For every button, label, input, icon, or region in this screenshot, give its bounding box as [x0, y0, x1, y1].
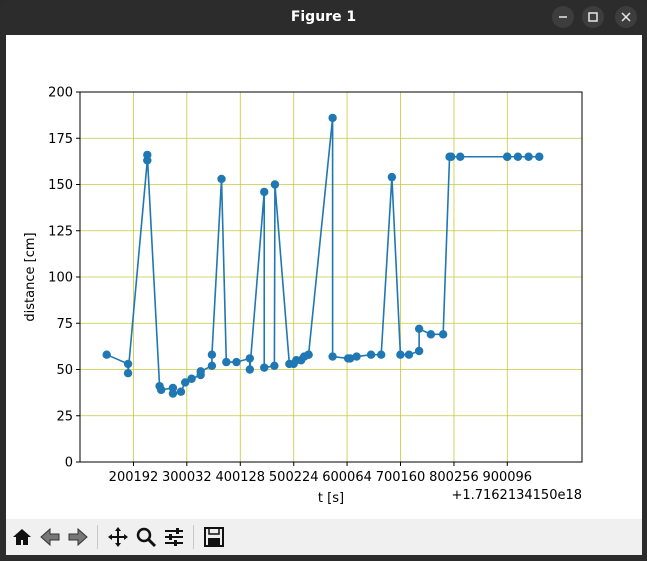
data-point [387, 172, 397, 182]
back-button[interactable] [37, 524, 63, 550]
data-point [168, 389, 178, 398]
toolbar-separator [193, 525, 194, 549]
data-point [245, 354, 255, 363]
maximize-button[interactable] [582, 6, 604, 28]
data-point [414, 346, 424, 356]
window-title: Figure 1 [290, 9, 357, 25]
data-point [123, 369, 133, 378]
data-point [503, 152, 512, 161]
zoom-icon [136, 527, 157, 548]
data-point [217, 174, 226, 184]
data-point [176, 387, 186, 396]
minimize-icon [559, 16, 567, 18]
data-point [346, 354, 355, 363]
data-point [524, 152, 533, 161]
y-tick-label: 0 [65, 456, 73, 471]
data-point [270, 180, 280, 189]
toolbar-separator [97, 525, 98, 549]
y-tick-label: 175 [48, 132, 73, 147]
data-point [260, 363, 269, 372]
y-tick-label: 150 [48, 178, 73, 193]
data-point [396, 350, 405, 359]
data-point [207, 361, 217, 370]
data-point [446, 152, 456, 161]
axes-frame [79, 91, 583, 463]
y-axis-label: distance [cm] [23, 232, 38, 321]
navigation-toolbar [6, 519, 642, 555]
data-point [438, 330, 448, 339]
x-tick-label: 200192 [109, 470, 159, 485]
home-icon [13, 529, 31, 545]
data-point [156, 385, 166, 395]
forward-button[interactable] [65, 524, 91, 550]
data-point [270, 361, 279, 370]
data-point [260, 187, 269, 197]
y-tick-label: 50 [56, 363, 73, 378]
x-tick-label: 400128 [215, 470, 265, 485]
data-point [328, 113, 337, 123]
zoom-button[interactable] [133, 524, 159, 550]
data-point [404, 350, 414, 359]
data-point [426, 330, 436, 339]
back-icon [40, 527, 60, 547]
configure-subplots-button[interactable] [161, 524, 187, 550]
pan-icon [108, 527, 128, 547]
x-axis-label: t [s] [318, 491, 344, 506]
save-button[interactable] [201, 524, 227, 550]
data-point [304, 350, 313, 359]
x-axis: 200192 300032 400128 500224 600064 700160 8002… [109, 462, 532, 485]
x-tick-label: 800256 [429, 470, 479, 485]
data-point [123, 359, 133, 369]
y-tick-label: 200 [48, 86, 73, 101]
data-point [352, 352, 361, 361]
data-point [102, 350, 111, 359]
series-line [106, 117, 540, 395]
x-tick-label: 900096 [482, 470, 532, 485]
home-button[interactable] [9, 524, 35, 550]
y-tick-label: 25 [56, 409, 73, 424]
data-point [414, 324, 424, 333]
close-icon [621, 12, 631, 22]
data-point [245, 365, 255, 374]
data-point [207, 350, 217, 359]
minimize-button[interactable] [552, 6, 574, 28]
y-tick-label: 75 [56, 317, 73, 332]
x-offset-label: +1.7162134150e18 [451, 488, 582, 503]
y-tick-label: 100 [48, 271, 73, 286]
line-chart: 0 25 50 75 100 125 150 175 200 200192 300032 40012… [23, 86, 583, 506]
y-axis: 0 25 50 75 100 125 150 175 200 [48, 86, 80, 471]
forward-icon [68, 527, 88, 547]
configure-subplots-icon [165, 528, 183, 546]
data-point [196, 367, 205, 376]
pan-button[interactable] [105, 524, 131, 550]
data-point [366, 350, 376, 359]
data-point [181, 378, 190, 387]
series [102, 113, 544, 398]
save-icon [204, 527, 224, 547]
data-point [456, 152, 465, 161]
x-tick-label: 500224 [269, 470, 319, 485]
data-point [222, 357, 231, 367]
x-tick-label: 300032 [162, 470, 212, 485]
title-bar: Figure 1 [0, 0, 647, 35]
figure-canvas: 0 25 50 75 100 125 150 175 200 200192 300032 40012… [6, 35, 642, 555]
x-tick-label: 600064 [322, 470, 372, 485]
grid [80, 91, 582, 463]
close-button[interactable] [615, 6, 637, 28]
data-point [232, 357, 241, 367]
data-point [143, 150, 152, 160]
maximize-icon [588, 12, 598, 22]
data-point [187, 374, 196, 383]
data-point [513, 152, 523, 161]
data-point [535, 152, 544, 161]
data-point [328, 352, 337, 361]
data-point [377, 350, 386, 359]
x-tick-label: 700160 [376, 470, 426, 485]
y-tick-label: 125 [48, 224, 73, 239]
